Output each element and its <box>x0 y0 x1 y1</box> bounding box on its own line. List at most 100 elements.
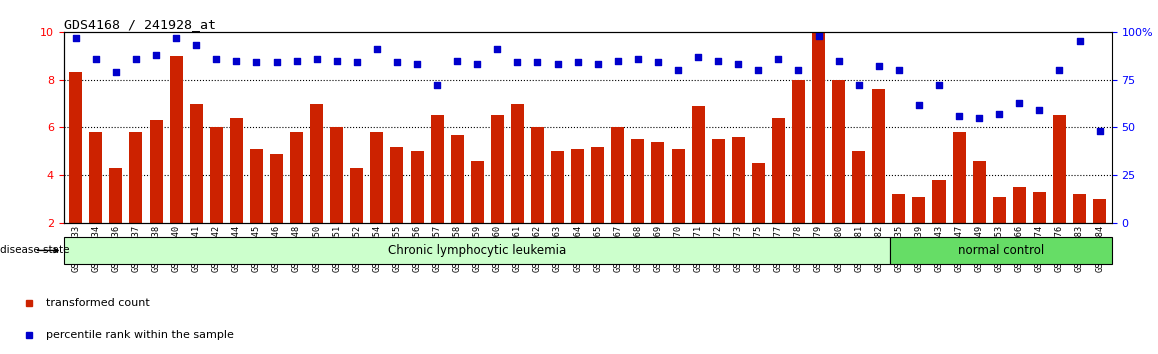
Bar <box>210 127 222 271</box>
Point <box>488 46 506 52</box>
Bar <box>652 142 665 271</box>
Point <box>528 59 547 65</box>
Point <box>227 58 245 63</box>
Bar <box>932 180 946 271</box>
Bar <box>833 80 845 271</box>
Bar <box>390 147 403 271</box>
Bar <box>270 154 283 271</box>
Point <box>749 67 768 73</box>
Bar <box>190 104 203 271</box>
Bar <box>229 118 243 271</box>
Point <box>950 113 968 119</box>
Point <box>66 35 85 40</box>
Point <box>609 58 628 63</box>
Point <box>889 67 908 73</box>
Bar <box>1073 194 1086 271</box>
Bar <box>149 120 162 271</box>
Point <box>709 58 727 63</box>
Bar <box>1033 192 1046 271</box>
Bar <box>691 106 704 271</box>
Text: GDS4168 / 241928_at: GDS4168 / 241928_at <box>64 18 215 31</box>
Bar <box>712 139 725 271</box>
Bar <box>852 152 865 271</box>
Point <box>126 56 145 62</box>
Point <box>186 42 205 48</box>
Point <box>147 52 166 58</box>
Point <box>87 56 105 62</box>
Point <box>267 59 286 65</box>
Bar <box>792 80 805 271</box>
Point <box>930 82 948 88</box>
Point <box>347 59 366 65</box>
Point <box>207 56 226 62</box>
Point <box>790 67 808 73</box>
Bar <box>752 163 765 271</box>
Bar <box>872 89 886 271</box>
Point <box>850 82 868 88</box>
Bar <box>812 32 826 271</box>
Bar <box>571 149 584 271</box>
Bar <box>69 73 82 271</box>
Point <box>648 59 667 65</box>
Bar <box>992 197 1006 271</box>
Bar <box>1053 115 1067 271</box>
Bar <box>89 132 102 271</box>
Bar <box>109 168 123 271</box>
Bar <box>471 161 484 271</box>
Bar <box>611 127 624 271</box>
Bar <box>551 152 564 271</box>
Bar <box>491 115 504 271</box>
Bar <box>1093 199 1106 271</box>
Bar <box>169 56 183 271</box>
Point <box>167 35 185 40</box>
Point <box>388 59 406 65</box>
Point <box>829 58 848 63</box>
Point <box>669 67 688 73</box>
Point <box>1070 39 1089 44</box>
Point <box>328 58 346 63</box>
Point <box>970 115 989 121</box>
Bar <box>532 127 544 271</box>
Bar <box>732 137 745 271</box>
Bar <box>511 104 523 271</box>
Point <box>990 111 1009 117</box>
Text: transformed count: transformed count <box>46 298 151 308</box>
Bar <box>592 147 604 271</box>
Point <box>569 59 587 65</box>
Bar <box>130 132 142 271</box>
Bar <box>953 132 966 271</box>
Point <box>1050 67 1069 73</box>
Bar <box>431 115 444 271</box>
Point <box>448 58 467 63</box>
Point <box>1010 100 1028 105</box>
Bar <box>250 149 263 271</box>
Bar <box>350 168 364 271</box>
Bar <box>913 197 925 271</box>
Point <box>769 56 787 62</box>
Text: percentile rank within the sample: percentile rank within the sample <box>46 330 234 339</box>
Text: Chronic lymphocytic leukemia: Chronic lymphocytic leukemia <box>388 244 566 257</box>
Bar <box>772 118 785 271</box>
Point <box>247 59 265 65</box>
Bar <box>893 194 906 271</box>
Point <box>508 59 527 65</box>
Point <box>548 62 566 67</box>
Point <box>809 33 828 39</box>
Point <box>408 62 426 67</box>
Point <box>730 62 748 67</box>
Bar <box>330 127 343 271</box>
Point <box>1031 107 1049 113</box>
Bar <box>973 161 985 271</box>
Point <box>427 82 446 88</box>
Point <box>588 62 607 67</box>
Point <box>307 56 325 62</box>
Point <box>629 56 647 62</box>
Point <box>1091 129 1109 134</box>
Bar <box>371 132 383 271</box>
Point <box>689 54 708 59</box>
Point <box>870 63 888 69</box>
Bar <box>672 149 684 271</box>
Text: normal control: normal control <box>958 244 1045 257</box>
Bar <box>631 139 644 271</box>
Point <box>468 62 486 67</box>
